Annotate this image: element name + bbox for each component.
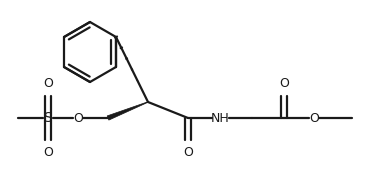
Text: O: O <box>73 112 83 124</box>
Text: NH: NH <box>211 112 229 124</box>
Text: S: S <box>43 111 52 125</box>
Text: O: O <box>43 77 53 90</box>
Text: O: O <box>279 77 289 90</box>
Text: O: O <box>183 146 193 159</box>
Polygon shape <box>107 102 148 120</box>
Text: O: O <box>43 146 53 159</box>
Text: O: O <box>309 112 319 124</box>
